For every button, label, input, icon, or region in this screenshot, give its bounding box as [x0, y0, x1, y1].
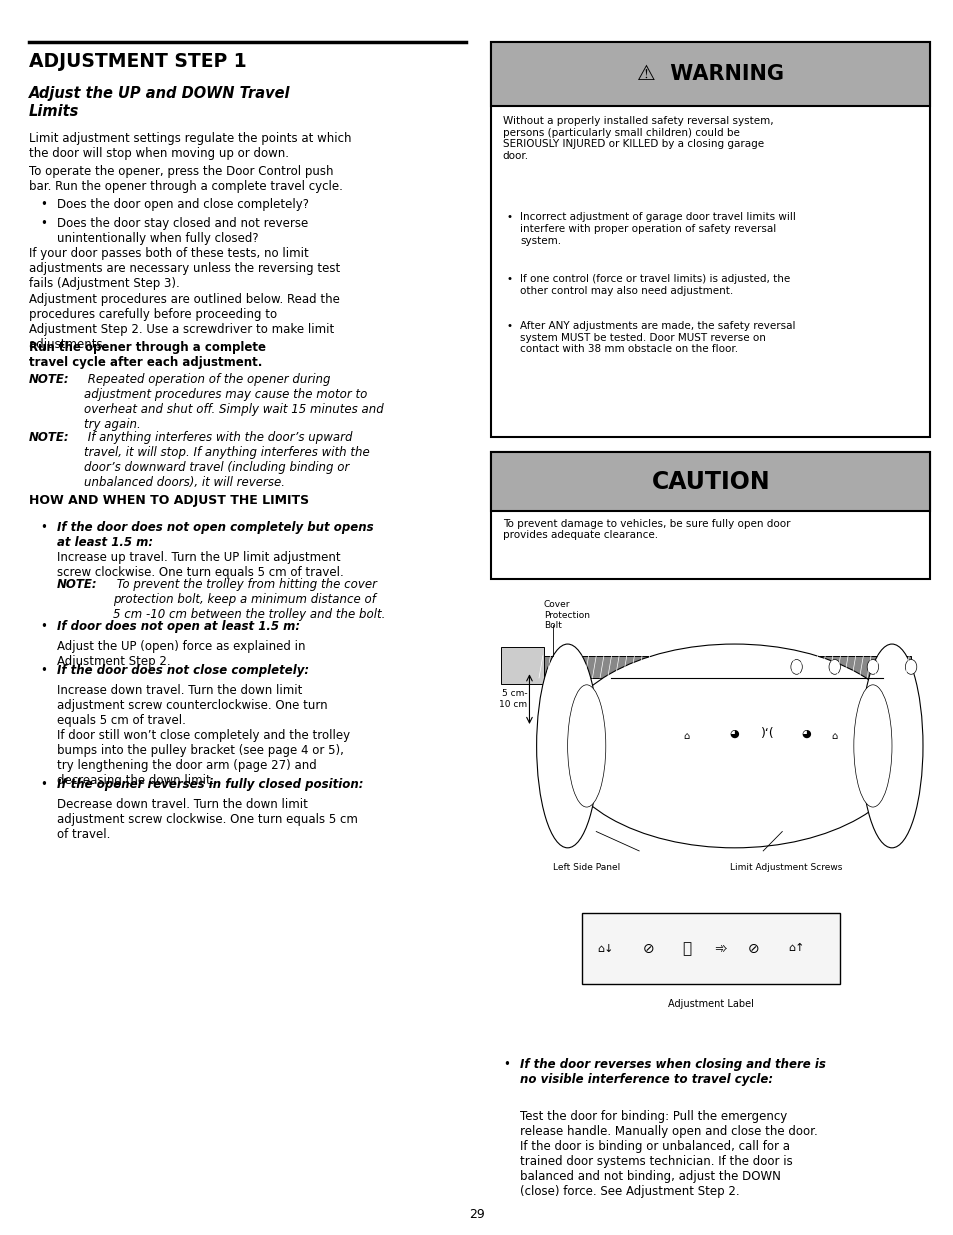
Text: Decrease down travel. Turn the down limit
adjustment screw clockwise. One turn e: Decrease down travel. Turn the down limi… [57, 798, 357, 841]
Text: ⚠  WARNING: ⚠ WARNING [637, 64, 783, 84]
Text: Cover
Protection
Bolt: Cover Protection Bolt [543, 600, 589, 630]
Bar [491, 452, 929, 579]
Text: If the door reverses when closing and there is
no visible interference to travel: If the door reverses when closing and th… [519, 1058, 825, 1087]
Text: •: • [506, 274, 512, 284]
Ellipse shape [860, 645, 922, 848]
Text: If anything interferes with the door’s upward
travel, it will stop. If anything : If anything interferes with the door’s u… [84, 431, 370, 489]
Text: If the opener reverses in fully closed position:: If the opener reverses in fully closed p… [57, 778, 363, 792]
Text: To prevent the trolley from hitting the cover
protection bolt, keep a minimum di: To prevent the trolley from hitting the … [112, 578, 385, 621]
Circle shape [866, 659, 878, 674]
Text: ⌂↓: ⌂↓ [597, 944, 614, 953]
Text: Run the opener through a complete
travel cycle after each adjustment.: Run the opener through a complete travel… [29, 341, 265, 369]
Text: To operate the opener, press the Door Control push
bar. Run the opener through a: To operate the opener, press the Door Co… [29, 165, 342, 194]
Text: ➾: ➾ [713, 941, 726, 956]
Text: Adjust the UP and DOWN Travel
Limits: Adjust the UP and DOWN Travel Limits [29, 86, 290, 119]
Text: ⌂: ⌂ [683, 731, 689, 741]
Text: ➿: ➿ [681, 941, 691, 956]
Text: Repeated operation of the opener during
adjustment procedures may cause the moto: Repeated operation of the opener during … [84, 373, 383, 431]
Text: Does the door stay closed and not reverse
unintentionally when fully closed?: Does the door stay closed and not revers… [57, 217, 308, 246]
Text: If the door does not close completely:: If the door does not close completely: [57, 664, 309, 678]
Text: ⌂: ⌂ [831, 731, 837, 741]
Text: •: • [40, 620, 47, 634]
Text: To prevent damage to vehicles, be sure fully open door
provides adequate clearan: To prevent damage to vehicles, be sure f… [502, 519, 789, 540]
Text: •: • [40, 521, 47, 535]
Text: After ANY adjustments are made, the safety reversal
system MUST be tested. Door : After ANY adjustments are made, the safe… [519, 321, 795, 354]
Text: HOW AND WHEN TO ADJUST THE LIMITS: HOW AND WHEN TO ADJUST THE LIMITS [29, 494, 309, 508]
Text: ◕: ◕ [801, 729, 810, 739]
Text: 29: 29 [469, 1208, 484, 1221]
Text: •: • [40, 217, 47, 231]
Text: ⌂↑: ⌂↑ [787, 944, 804, 953]
Text: 5 cm-
10 cm: 5 cm- 10 cm [499, 689, 527, 709]
Text: •: • [40, 778, 47, 792]
Text: NOTE:: NOTE: [29, 431, 70, 445]
Text: Does the door open and close completely?: Does the door open and close completely? [57, 198, 309, 211]
Bar [500, 647, 543, 684]
Bar [581, 913, 839, 984]
Circle shape [790, 659, 801, 674]
Text: •: • [40, 664, 47, 678]
Text: Adjustment procedures are outlined below. Read the
procedures carefully before p: Adjustment procedures are outlined below… [29, 293, 339, 351]
Text: ⊘: ⊘ [747, 941, 759, 956]
Text: If the door does not open completely but opens
at least 1.5 m:: If the door does not open completely but… [57, 521, 374, 550]
Bar [538, 656, 910, 678]
Text: Adjustment Label: Adjustment Label [667, 999, 753, 1009]
Text: Without a properly installed safety reversal system,
persons (particularly small: Without a properly installed safety reve… [502, 116, 773, 161]
Text: )‘(: )‘( [760, 727, 774, 740]
Text: •: • [40, 198, 47, 211]
Circle shape [904, 659, 916, 674]
Circle shape [828, 659, 840, 674]
Bar [491, 42, 929, 106]
Text: CAUTION: CAUTION [651, 469, 769, 494]
Text: Limit Adjustment Screws: Limit Adjustment Screws [729, 863, 841, 872]
Text: Increase up travel. Turn the UP limit adjustment
screw clockwise. One turn equal: Increase up travel. Turn the UP limit ad… [57, 551, 344, 579]
Ellipse shape [567, 685, 605, 808]
Text: Test the door for binding: Pull the emergency
release handle. Manually open and : Test the door for binding: Pull the emer… [519, 1110, 817, 1198]
Ellipse shape [853, 685, 891, 808]
Text: Left Side Panel: Left Side Panel [553, 863, 619, 872]
Ellipse shape [558, 645, 910, 848]
Text: •: • [502, 1058, 509, 1072]
Text: NOTE:: NOTE: [29, 373, 70, 387]
Bar [491, 452, 929, 511]
Text: Incorrect adjustment of garage door travel limits will
interfere with proper ope: Incorrect adjustment of garage door trav… [519, 212, 795, 246]
Text: •: • [506, 321, 512, 331]
Text: ADJUSTMENT STEP 1: ADJUSTMENT STEP 1 [29, 52, 246, 70]
Text: ◕: ◕ [729, 729, 739, 739]
Text: Adjust the UP (open) force as explained in
Adjustment Step 2.: Adjust the UP (open) force as explained … [57, 640, 305, 668]
Text: Increase down travel. Turn the down limit
adjustment screw counterclockwise. One: Increase down travel. Turn the down limi… [57, 684, 350, 787]
Text: If door does not open at least 1.5 m:: If door does not open at least 1.5 m: [57, 620, 300, 634]
Bar [491, 42, 929, 437]
Text: If your door passes both of these tests, no limit
adjustments are necessary unle: If your door passes both of these tests,… [29, 247, 339, 290]
Text: If one control (force or travel limits) is adjusted, the
other control may also : If one control (force or travel limits) … [519, 274, 789, 295]
Text: NOTE:: NOTE: [57, 578, 98, 592]
Text: •: • [506, 212, 512, 222]
Text: Limit adjustment settings regulate the points at which
the door will stop when m: Limit adjustment settings regulate the p… [29, 132, 351, 161]
Ellipse shape [536, 645, 598, 848]
Text: ⊘: ⊘ [642, 941, 654, 956]
